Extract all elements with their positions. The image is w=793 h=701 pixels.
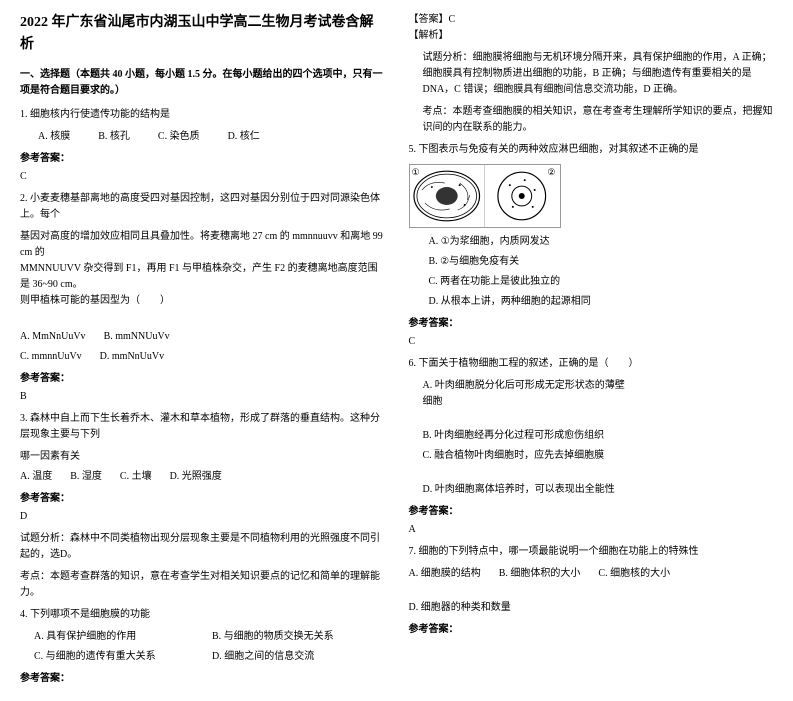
q4-exp-head: 【解析】: [409, 28, 774, 44]
left-column: 2022 年广东省汕尾市内湖玉山中学高二生物月考试卷含解析 一、选择题（本题共 …: [20, 12, 385, 689]
q7-opt-c: C. 细胞核的大小: [598, 566, 670, 582]
q1-ans: C: [20, 169, 385, 185]
q6-opt-c: C. 融合植物叶肉细胞时，应先去掉细胞膜: [423, 448, 633, 464]
q5-ans: C: [409, 334, 774, 350]
q1-opt-a: A. 核膜: [38, 129, 70, 145]
q7-opt-a: A. 细胞膜的结构: [409, 566, 481, 582]
q2-options-row1: A. MmNnUuVv B. mmNNUuVv: [20, 329, 385, 345]
q3-exp-2: 考点：本题考查群落的知识，意在考查学生对相关知识要点的记忆和简单的理解能力。: [20, 569, 385, 601]
q2-ans: B: [20, 389, 385, 405]
q2-ans-label: 参考答案：: [20, 371, 385, 387]
q5-label-2: ②: [547, 165, 555, 179]
q4-opt-b: B. 与细胞的物质交换无关系: [212, 629, 334, 645]
q2-opt-a: A. MmNnUuVv: [20, 329, 86, 345]
q4-options-row2: C. 与细胞的遗传有重大关系 D. 细胞之间的信息交流: [34, 649, 385, 665]
q6-opt-b: B. 叶肉细胞经再分化过程可形成愈伤组织: [423, 428, 605, 444]
q3-l2: 哪一因素有关: [20, 449, 385, 465]
q4-ans-label: 参考答案：: [20, 671, 385, 687]
q7-opt-b: B. 细胞体积的大小: [499, 566, 581, 582]
q3-opt-c: C. 土壤: [120, 469, 152, 485]
q6-opt-a: A. 叶肉细胞脱分化后可形成无定形状态的薄壁细胞: [423, 378, 633, 410]
q4-opt-d: D. 细胞之间的信息交流: [212, 649, 314, 665]
q2-opt-c: C. mmnnUuVv: [20, 349, 82, 365]
q1-stem: 1. 细胞核内行使遗传功能的结构是: [20, 107, 385, 123]
q4-opt-c: C. 与细胞的遗传有重大关系: [34, 649, 194, 665]
q6-row2: C. 融合植物叶肉细胞时，应先去掉细胞膜 D. 叶肉细胞离体培养时，可以表现出全…: [423, 448, 774, 498]
q7-opt-d: D. 细胞器的种类和数量: [409, 600, 511, 616]
q5-opt-b: B. ②与细胞免疫有关: [429, 254, 774, 270]
q1-opt-b: B. 核孔: [98, 129, 130, 145]
q2-l2: 基因对高度的增加效应相同且具叠加性。将麦穗离地 27 cm 的 mmnnuuvv…: [20, 229, 385, 261]
q3-opt-b: B. 湿度: [70, 469, 102, 485]
q5-cell-1: ①: [410, 165, 486, 227]
q3-ans: D: [20, 509, 385, 525]
q2-l4: 则甲植株可能的基因型为（ ）: [20, 293, 385, 309]
q3-opt-d: D. 光照强度: [170, 469, 222, 485]
q4-exp-1: 试题分析：细胞膜将细胞与无机环境分隔开来，具有保护细胞的作用，A 正确；细胞膜具…: [423, 50, 774, 98]
q5-opt-c: C. 两者在功能上是彼此独立的: [429, 274, 774, 290]
q2-l3: MMNNUUVV 杂交得到 F1，再用 F1 与甲植株杂交，产生 F2 的麦穗离…: [20, 261, 385, 293]
q5-label-1: ①: [412, 165, 420, 179]
q7-stem: 7. 细胞的下列特点中，哪一项最能说明一个细胞在功能上的特殊性: [409, 544, 774, 560]
q6-row1: A. 叶肉细胞脱分化后可形成无定形状态的薄壁细胞 B. 叶肉细胞经再分化过程可形…: [423, 378, 774, 444]
q3-exp-1: 试题分析：森林中不同类植物出现分层现象主要是不同植物利用的光照强度不同引起的，选…: [20, 531, 385, 563]
q5-figure: ① ②: [409, 164, 561, 228]
q4-stem: 4. 下列哪项不是细胞膜的功能: [20, 607, 385, 623]
q3-l1: 3. 森林中自上而下生长着乔木、灌木和草本植物，形成了群落的垂直结构。这种分层现…: [20, 411, 385, 443]
q7-ans-label: 参考答案：: [409, 622, 774, 638]
q4-options-row1: A. 具有保护细胞的作用 B. 与细胞的物质交换无关系: [34, 629, 385, 645]
q1-options: A. 核膜 B. 核孔 C. 染色质 D. 核仁: [38, 129, 385, 145]
q6-stem: 6. 下面关于植物细胞工程的叙述，正确的是（ ）: [409, 356, 774, 372]
section-1-head: 一、选择题（本题共 40 小题，每小题 1.5 分。在每小题给出的四个选项中，只…: [20, 67, 385, 99]
q6-ans-label: 参考答案：: [409, 504, 774, 520]
q4-ans-head: 【答案】C: [409, 12, 774, 28]
q1-ans-label: 参考答案：: [20, 151, 385, 167]
q5-stem: 5. 下图表示与免疫有关的两种效应淋巴细胞，对其叙述不正确的是: [409, 142, 774, 158]
q5-opt-d: D. 从根本上讲，两种细胞的起源相同: [429, 294, 774, 310]
q5-cell-2: ②: [485, 165, 560, 227]
q6-ans: A: [409, 522, 774, 538]
q3-opt-a: A. 温度: [20, 469, 52, 485]
q2-opt-b: B. mmNNUuVv: [104, 329, 170, 345]
right-column: 【答案】C 【解析】 试题分析：细胞膜将细胞与无机环境分隔开来，具有保护细胞的作…: [409, 12, 774, 689]
q7-options: A. 细胞膜的结构 B. 细胞体积的大小 C. 细胞核的大小 D. 细胞器的种类…: [409, 566, 774, 616]
q5-ans-label: 参考答案：: [409, 316, 774, 332]
exam-title: 2022 年广东省汕尾市内湖玉山中学高二生物月考试卷含解析: [20, 12, 385, 57]
q6-opt-d: D. 叶肉细胞离体培养时，可以表现出全能性: [423, 482, 615, 498]
q5-opt-a: A. ①为浆细胞，内质网发达: [429, 234, 774, 250]
q2-opt-d: D. mmNnUuVv: [100, 349, 164, 365]
q3-options: A. 温度 B. 湿度 C. 土壤 D. 光照强度: [20, 469, 385, 485]
q1-opt-d: D. 核仁: [228, 129, 260, 145]
q2-options-row2: C. mmnnUuVv D. mmNnUuVv: [20, 349, 385, 365]
q1-opt-c: C. 染色质: [158, 129, 200, 145]
q3-ans-label: 参考答案：: [20, 491, 385, 507]
q4-exp-2: 考点：本题考查细胞膜的相关知识，意在考查考生理解所学知识的要点，把握知识间的内在…: [423, 104, 774, 136]
q2-l1: 2. 小麦麦穗基部离地的高度受四对基因控制，这四对基因分别位于四对同源染色体上。…: [20, 191, 385, 223]
q4-opt-a: A. 具有保护细胞的作用: [34, 629, 194, 645]
